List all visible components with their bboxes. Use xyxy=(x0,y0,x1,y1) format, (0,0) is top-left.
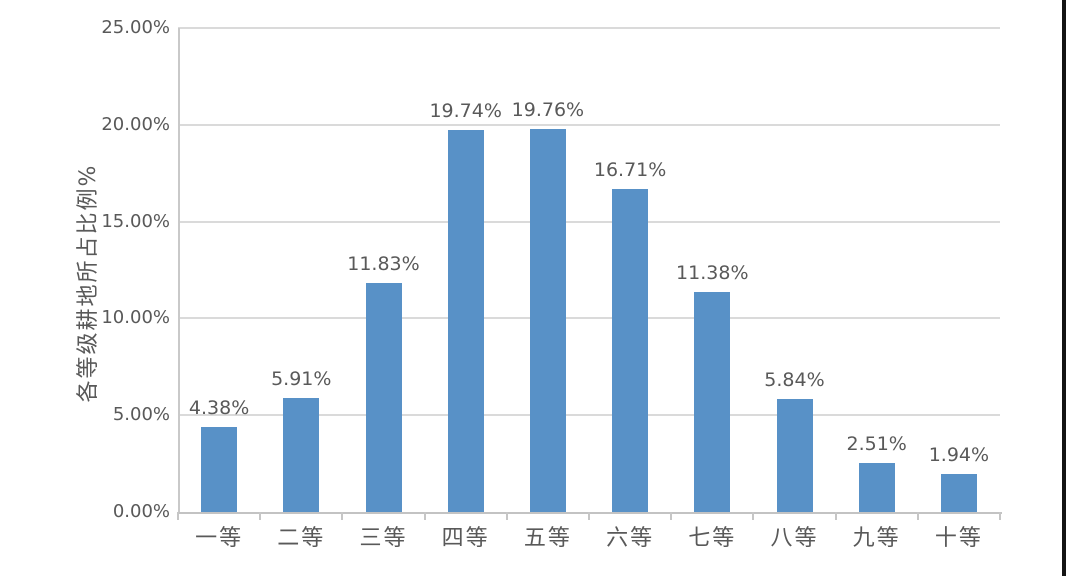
x-axis-tick-mark xyxy=(588,512,590,520)
y-tick-label: 5.00% xyxy=(112,404,170,426)
gridline xyxy=(178,220,1000,223)
x-axis-tick-mark xyxy=(834,512,837,520)
bar-value-label: 19.76% xyxy=(511,99,585,122)
bar-value-label: 11.83% xyxy=(347,252,420,275)
gridline xyxy=(178,123,1000,126)
bar-value-label: 5.91% xyxy=(271,367,332,390)
y-axis-line xyxy=(178,28,180,514)
bar-3 xyxy=(365,282,402,512)
gridline xyxy=(178,414,1000,417)
x-axis-tick-mark xyxy=(259,512,262,520)
bar-9 xyxy=(858,463,895,512)
bar-value-label: 5.84% xyxy=(764,368,825,391)
x-category-label: 九等 xyxy=(852,526,901,551)
x-axis-line xyxy=(178,512,1002,514)
gridline xyxy=(178,317,1000,320)
x-axis-tick-mark xyxy=(670,512,673,520)
bar-8 xyxy=(776,398,813,512)
bar-value-label: 11.38% xyxy=(676,261,749,284)
y-tick-label: 15.00% xyxy=(101,210,170,232)
y-tick-label: 0.00% xyxy=(112,501,170,522)
x-axis-tick-mark xyxy=(916,512,919,520)
bar-value-label: 19.74% xyxy=(429,99,502,122)
x-axis-tick-mark xyxy=(177,512,179,520)
bar-7 xyxy=(694,291,731,512)
gridline xyxy=(178,27,1000,29)
x-category-label: 七等 xyxy=(688,526,737,551)
x-axis-labels: 一等 二等 三等 四等 五等 六等 七等 八等 九等 十等 xyxy=(178,524,1000,558)
x-axis-tick-mark xyxy=(999,512,1001,520)
bar-value-label: 1.94% xyxy=(928,444,990,467)
x-axis-tick-mark xyxy=(341,512,344,520)
bar-value-label: 16.71% xyxy=(593,158,667,181)
plot-area: 4.38% 5.91% 11.83% 19.74% 19.76% 16.71% 11.38%… xyxy=(178,27,1000,512)
y-axis-tick-labels: 0.00% 5.00% 10.00% 15.00% 20.00% 25.00% xyxy=(0,17,170,522)
bar-6 xyxy=(612,188,649,512)
x-category-label: 八等 xyxy=(770,526,819,551)
x-category-label: 十等 xyxy=(934,526,983,551)
x-category-label: 四等 xyxy=(441,526,490,551)
y-tick-label: 10.00% xyxy=(101,307,170,329)
x-axis-tick-mark xyxy=(752,512,755,520)
bar-value-label: 4.38% xyxy=(188,397,250,420)
bar-2 xyxy=(283,397,320,512)
bar-5 xyxy=(529,129,566,512)
x-category-label: 一等 xyxy=(195,526,244,551)
bar-value-label: 2.51% xyxy=(846,433,907,456)
x-category-label: 六等 xyxy=(606,526,655,551)
bar-1 xyxy=(201,427,238,512)
y-tick-label: 25.00% xyxy=(101,17,170,38)
bar-4 xyxy=(447,129,484,512)
x-category-label: 五等 xyxy=(523,526,572,551)
bar-10 xyxy=(940,474,977,512)
x-category-label: 三等 xyxy=(359,526,408,551)
screenshot-right-border xyxy=(1062,0,1066,576)
x-category-label: 二等 xyxy=(277,526,326,551)
y-tick-label: 20.00% xyxy=(101,113,170,135)
x-axis-tick-mark xyxy=(423,512,426,520)
x-axis-tick-mark xyxy=(505,512,508,520)
